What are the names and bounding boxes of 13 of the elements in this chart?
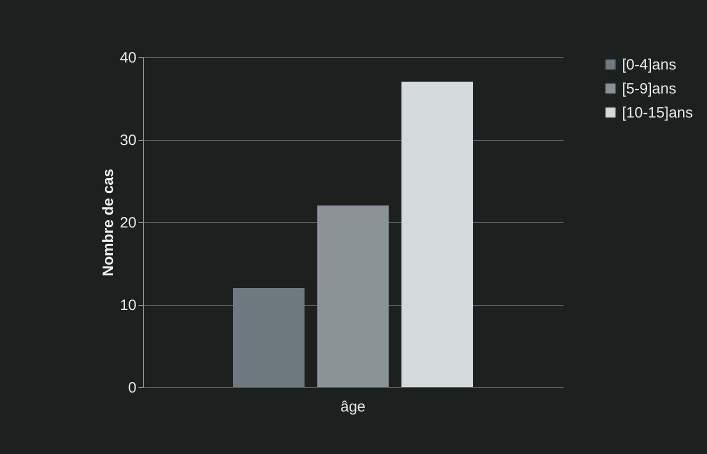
bar: [317, 206, 389, 387]
y-tick-label: 30: [120, 132, 136, 149]
bar: [233, 288, 305, 387]
y-tick-label: 0: [128, 380, 136, 396]
y-axis-title: Nombre de cas: [100, 168, 117, 276]
x-tick-label: âge: [340, 398, 366, 416]
bar: [401, 82, 473, 387]
y-tick-label: 20: [120, 214, 136, 232]
y-tick-label: 40: [120, 50, 136, 66]
legend-label: [10-15]ans: [622, 104, 693, 122]
legend-label: [0-4]ans: [622, 56, 676, 74]
legend-label: [5-9]ans: [622, 80, 676, 98]
y-tick-label: 10: [120, 297, 136, 314]
